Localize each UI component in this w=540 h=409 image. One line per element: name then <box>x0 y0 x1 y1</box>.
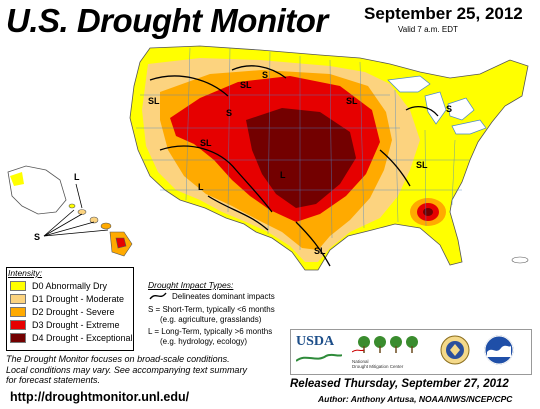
map-label-sl-1: SL <box>148 96 160 106</box>
website-url[interactable]: http://droughtmonitor.unl.edu/ <box>10 390 190 404</box>
intensity-legend <box>6 267 134 351</box>
impact-heading: Drought Impact Types: <box>148 280 234 290</box>
d4-region <box>246 108 356 208</box>
state-borders <box>136 47 470 250</box>
note-line-2: Local conditions may vary. See accompany… <box>6 364 247 375</box>
impact-long-term-example: (e.g. hydrology, ecology) <box>160 337 248 346</box>
map-label-sl-5: SL <box>416 160 428 170</box>
impact-short-term-example: (e.g. agriculture, grasslands) <box>160 315 262 324</box>
usda-logo-hills-icon <box>295 353 343 362</box>
intensity-heading: Intensity: <box>8 268 43 278</box>
disclaimer-note: The Drought Monitor focuses on broad-sca… <box>6 354 286 386</box>
noaa-logo-icon <box>484 335 514 365</box>
legend-item-d1: D1 Drought - Moderate <box>10 294 124 304</box>
release-date: Released Thursday, September 27, 2012 <box>290 378 509 390</box>
legend-swatch-d3 <box>10 320 26 330</box>
author-credit: Author: Anthony Artusa, NOAA/NWS/NCEP/CP… <box>318 394 513 404</box>
legend-label-d3: D3 Drought - Extreme <box>32 320 120 330</box>
map-label-s-3: S <box>446 104 452 114</box>
map-label-sl-4: SL <box>346 96 358 106</box>
legend-swatch-d4 <box>10 333 26 343</box>
great-lakes <box>387 75 487 135</box>
usda-logo: USDA <box>295 334 343 362</box>
ndmc-trees-icon <box>351 336 418 353</box>
impact-short-term: S = Short-Term, typically <6 months <box>148 305 275 314</box>
ndmc-logo-line-2: Drought Mitigation Center <box>352 364 404 369</box>
map-label-l-3: L <box>74 172 80 182</box>
map-label-l-2: L <box>280 170 286 180</box>
map-title: U.S. Drought Monitor <box>6 2 328 39</box>
doc-seal-icon <box>440 335 470 365</box>
southeast-d4 <box>423 208 433 216</box>
legend-item-d2: D2 Drought - Severe <box>10 307 115 317</box>
map-label-s-2: S <box>262 70 268 80</box>
legend-swatch-d0 <box>10 281 26 291</box>
legend-swatch-d2 <box>10 307 26 317</box>
ndmc-logo-line-1: National <box>352 359 369 364</box>
puerto-rico <box>511 256 529 264</box>
map-label-sl-6: SL <box>314 246 326 256</box>
valid-time: Valid 7 a.m. EDT <box>398 25 458 34</box>
map-date: September 25, 2012 <box>364 4 523 23</box>
map-label-s-1: S <box>226 108 232 118</box>
alaska-d0 <box>10 172 24 186</box>
legend-swatch-d1 <box>10 294 26 304</box>
impact-lines <box>149 65 439 267</box>
legend-item-d3: D3 Drought - Extreme <box>10 320 120 330</box>
note-line-1: The Drought Monitor focuses on broad-sca… <box>6 354 230 364</box>
impact-callouts <box>43 183 109 237</box>
map-label-sl-3: SL <box>200 138 212 148</box>
legend-label-d0: D0 Abnormally Dry <box>32 281 108 291</box>
hawaii <box>68 203 133 257</box>
legend-label-d4: D4 Drought - Exceptional <box>32 333 133 343</box>
impact-line-icon <box>149 292 167 300</box>
legend-item-d4: D4 Drought - Exceptional <box>10 333 133 343</box>
map-label-l-1: L <box>198 182 204 192</box>
impact-long-term: L = Long-Term, typically >6 months <box>148 327 273 336</box>
impact-line-label: Delineates dominant impacts <box>172 292 275 301</box>
note-line-3: for forecast statements. <box>6 375 101 385</box>
legend-item-d0: D0 Abnormally Dry <box>10 281 107 291</box>
map-label-sl-2: SL <box>240 80 252 90</box>
legend-label-d1: D1 Drought - Moderate <box>32 294 125 304</box>
ndmc-logo: National Drought Mitigation Center <box>351 334 436 369</box>
alaska <box>7 165 67 215</box>
map-label-s-4: S <box>34 232 40 242</box>
usda-logo-text: USDA <box>296 334 335 349</box>
legend-label-d2: D2 Drought - Severe <box>32 307 115 317</box>
